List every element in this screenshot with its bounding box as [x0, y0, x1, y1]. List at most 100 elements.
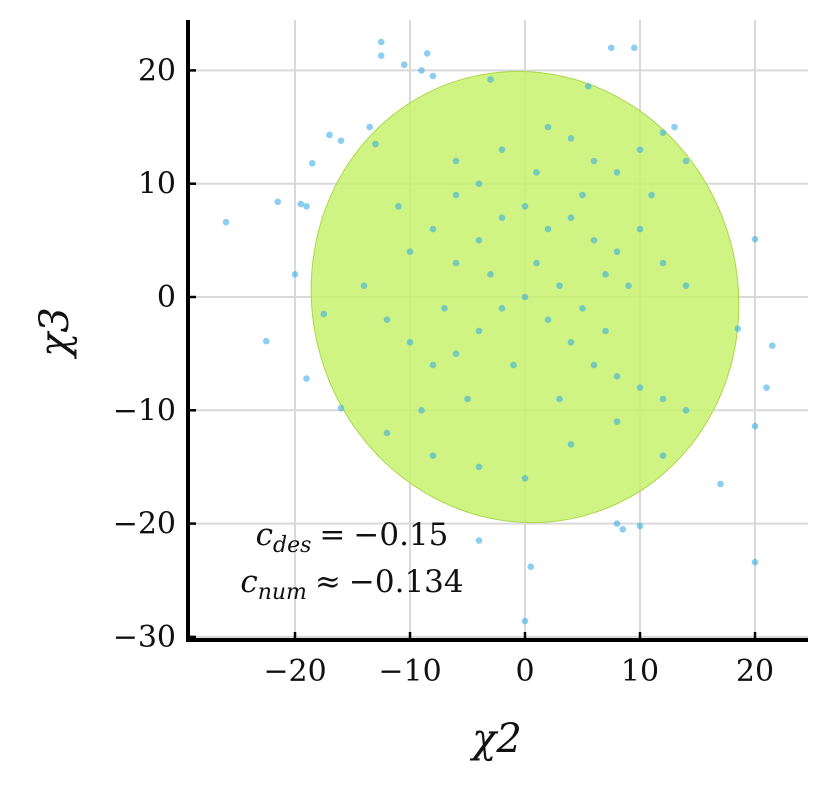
data-point [590, 237, 598, 244]
data-point [579, 191, 586, 199]
data-point [400, 61, 408, 69]
data-point [636, 384, 644, 391]
annotation-c-num: cnum ≈ −0.134 [240, 564, 463, 605]
data-point [487, 76, 494, 83]
data-point [291, 271, 299, 278]
data-point [377, 38, 385, 46]
x-tick-labels: −20 −10 0 10 20 [263, 654, 774, 689]
data-point [383, 316, 391, 323]
annotation-c-des-value: −0.15 [353, 517, 448, 553]
data-point [452, 259, 460, 267]
data-point [406, 248, 414, 255]
data-point [262, 337, 270, 345]
data-point [636, 146, 644, 154]
data-point [636, 225, 644, 233]
data-point [682, 282, 690, 289]
annotation-c-des-symbol: c [256, 517, 273, 553]
annotation-c-des: cdes = −0.15 [256, 517, 449, 558]
data-point [613, 520, 621, 527]
y-tick-labels: −30 −20 −10 0 10 20 [113, 53, 176, 655]
data-point [602, 327, 609, 335]
data-point [423, 50, 431, 57]
data-point [648, 191, 655, 199]
annotation-c-num-subscript: num [258, 580, 307, 605]
data-point [441, 305, 448, 312]
data-point [366, 123, 374, 131]
y-tick-label: 0 [157, 280, 176, 315]
data-point [751, 558, 759, 566]
data-point [619, 525, 627, 533]
data-point [659, 129, 667, 137]
data-point [671, 123, 678, 131]
data-point [682, 407, 690, 414]
x-axis-label: χ2 [469, 716, 522, 762]
data-point [734, 325, 742, 333]
data-point [418, 67, 425, 74]
data-point [682, 157, 690, 165]
data-point [498, 305, 506, 312]
data-point [533, 169, 540, 176]
data-point [498, 214, 506, 221]
data-point [763, 384, 770, 391]
data-point [303, 375, 310, 382]
x-tick-label: −10 [378, 654, 441, 689]
data-point [613, 418, 621, 425]
annotation-c-des-subscript: des [273, 533, 311, 558]
data-point [429, 225, 437, 233]
y-axis-label: χ3 [32, 307, 78, 360]
data-point [590, 157, 598, 165]
data-point [717, 480, 724, 488]
data-point [475, 463, 483, 471]
data-point [556, 395, 563, 403]
data-point [567, 339, 575, 346]
data-point [613, 373, 621, 380]
y-tick-label: 20 [138, 53, 176, 88]
data-point [429, 452, 437, 459]
axes [186, 20, 808, 642]
data-point [222, 218, 230, 226]
data-point [452, 191, 460, 199]
data-point [452, 157, 460, 165]
y-tick-label: −20 [113, 507, 176, 542]
data-point [297, 200, 305, 208]
data-point [613, 248, 621, 255]
data-point [475, 327, 483, 335]
data-point [372, 140, 379, 148]
data-point [475, 180, 483, 187]
data-point [475, 537, 483, 544]
data-point [429, 72, 437, 80]
x-tick-label: 20 [736, 654, 774, 689]
data-point [521, 617, 529, 625]
data-point [521, 293, 529, 301]
data-point [395, 203, 402, 210]
data-point [613, 169, 621, 176]
data-point [567, 214, 575, 221]
data-point [590, 361, 598, 369]
data-point [383, 429, 391, 437]
data-point [320, 310, 328, 318]
data-point [360, 282, 368, 289]
data-point [659, 395, 667, 403]
data-point [659, 259, 667, 267]
data-point [406, 339, 414, 346]
data-point [567, 440, 575, 448]
data-point [659, 452, 667, 459]
data-point [544, 225, 552, 233]
x-tick-label: 10 [621, 654, 659, 689]
data-point [768, 342, 776, 350]
data-point [487, 271, 494, 278]
y-tick-label: 10 [138, 167, 176, 202]
data-point [636, 522, 644, 530]
data-point [521, 203, 529, 210]
annotation-c-num-value: −0.134 [349, 564, 464, 600]
x-tick-label: 0 [515, 654, 534, 689]
data-point [556, 282, 563, 289]
data-point [751, 235, 759, 243]
data-point [607, 44, 615, 52]
annotation-c-num-symbol: c [240, 564, 257, 600]
data-point [527, 563, 535, 570]
data-point [377, 52, 385, 59]
data-point [625, 282, 632, 289]
data-point [429, 361, 437, 369]
